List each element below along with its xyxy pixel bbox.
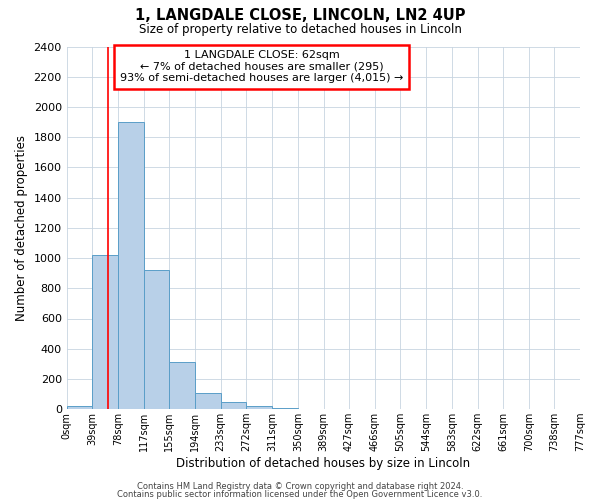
- Bar: [92, 255, 118, 409]
- Y-axis label: Number of detached properties: Number of detached properties: [15, 135, 28, 321]
- Bar: [144, 270, 169, 409]
- Bar: [272, 408, 298, 409]
- Bar: [169, 362, 195, 409]
- Bar: [247, 406, 272, 409]
- Text: Size of property relative to detached houses in Lincoln: Size of property relative to detached ho…: [139, 22, 461, 36]
- Bar: [221, 402, 247, 409]
- X-axis label: Distribution of detached houses by size in Lincoln: Distribution of detached houses by size …: [176, 457, 470, 470]
- Text: Contains HM Land Registry data © Crown copyright and database right 2024.: Contains HM Land Registry data © Crown c…: [137, 482, 463, 491]
- Text: Contains public sector information licensed under the Open Government Licence v3: Contains public sector information licen…: [118, 490, 482, 499]
- Text: 1 LANGDALE CLOSE: 62sqm
← 7% of detached houses are smaller (295)
93% of semi-de: 1 LANGDALE CLOSE: 62sqm ← 7% of detached…: [120, 50, 403, 84]
- Bar: [118, 122, 144, 409]
- Bar: [67, 406, 92, 409]
- Bar: [195, 394, 221, 409]
- Text: 1, LANGDALE CLOSE, LINCOLN, LN2 4UP: 1, LANGDALE CLOSE, LINCOLN, LN2 4UP: [135, 8, 465, 22]
